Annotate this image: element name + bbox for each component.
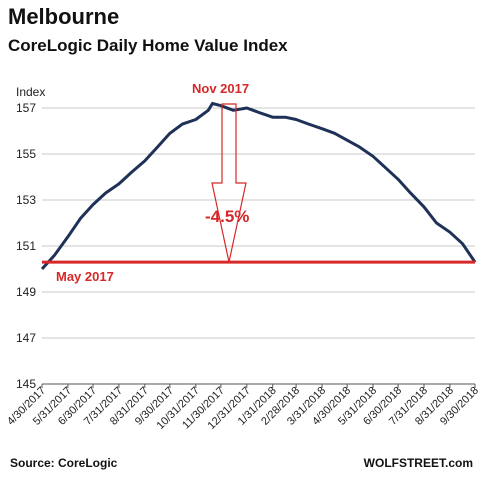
y-tick-label: 149 [16,285,36,299]
y-tick-label: 155 [16,147,36,161]
chart-subtitle: CoreLogic Daily Home Value Index [8,36,288,55]
decline-arrow [211,103,247,263]
y-axis-ticks: 145 147 149 151 153 155 157 [16,101,36,391]
chart-title: Melbourne [8,4,120,29]
y-tick-label: 157 [16,101,36,115]
brand-label: WOLFSTREET.com [363,456,473,470]
decline-percent-label: -4.5% [205,207,249,226]
y-tick-label: 153 [16,193,36,207]
source-label: Source: CoreLogic [10,456,118,470]
reference-line-label: May 2017 [56,269,114,284]
y-tick-label: 151 [16,239,36,253]
y-tick-label: 147 [16,331,36,345]
peak-annotation: Nov 2017 [192,81,249,96]
y-axis-label: Index [16,85,45,99]
x-axis-ticks: 4/30/20175/31/20176/30/20177/31/20178/31… [5,384,481,432]
gridlines [42,107,475,339]
series-line [40,101,477,271]
y-tick-label: 145 [16,377,36,391]
